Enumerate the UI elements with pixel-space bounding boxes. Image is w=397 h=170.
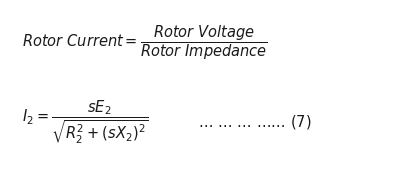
Text: $\ldots\ \ldots\ \ldots\ \ldots\ldots\ (7)$: $\ldots\ \ldots\ \ldots\ \ldots\ldots\ (… <box>198 113 312 131</box>
Text: $\mathit{Rotor\ Current} = \dfrac{\mathit{Rotor\ Voltage}}{\mathit{Rotor\ Impeda: $\mathit{Rotor\ Current} = \dfrac{\mathi… <box>22 23 268 62</box>
Text: $I_2 = \dfrac{sE_2}{\sqrt{R_2^2 + (sX_2)^2}}$: $I_2 = \dfrac{sE_2}{\sqrt{R_2^2 + (sX_2)… <box>22 99 148 146</box>
